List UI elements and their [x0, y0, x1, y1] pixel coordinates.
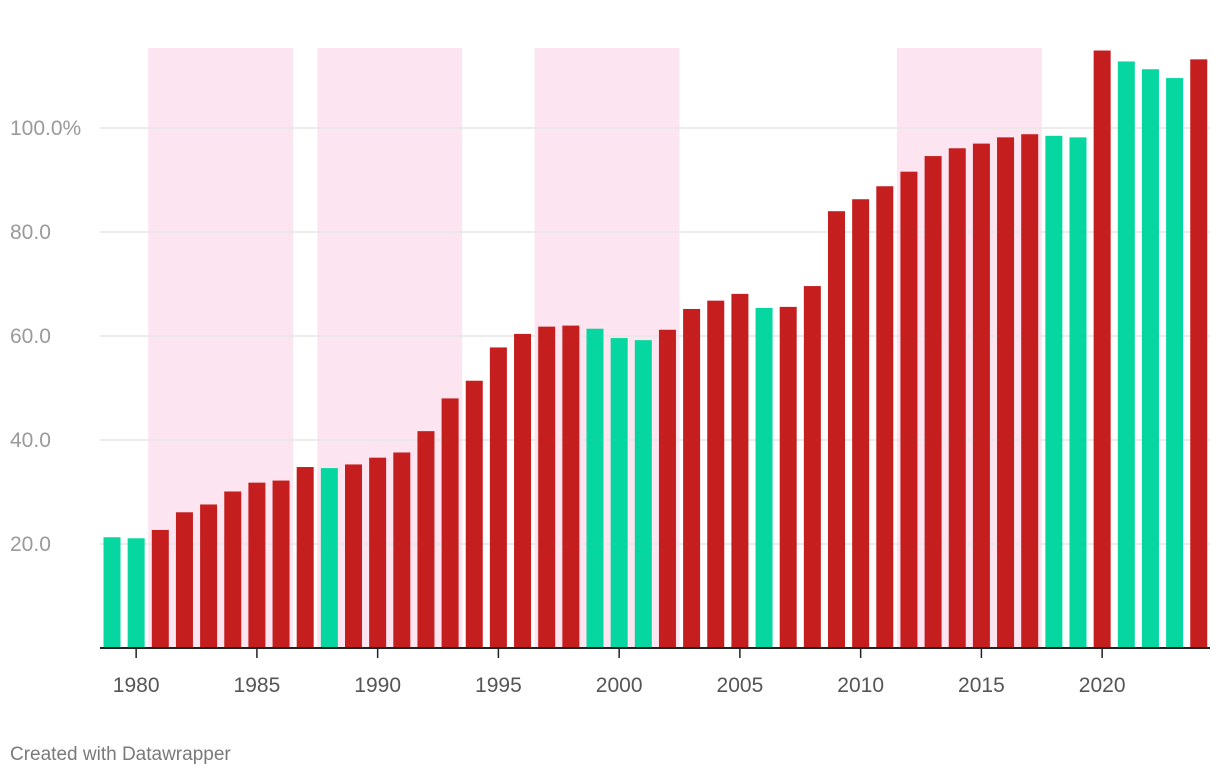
shaded-period-4	[896, 48, 1042, 648]
bar-1980	[127, 538, 145, 648]
bar-2005	[731, 293, 749, 648]
bar-1979	[103, 537, 121, 648]
bar-2016	[997, 137, 1015, 649]
bar-2009	[828, 211, 845, 648]
shaded-periods	[148, 48, 1042, 648]
bar-2008	[803, 286, 821, 648]
shaded-period-2	[317, 48, 463, 648]
bar-1992	[417, 431, 435, 648]
bar-1993	[441, 398, 459, 648]
bar-1995	[489, 347, 507, 648]
y-tick-label: 60.0	[10, 325, 51, 348]
bar-2024	[1190, 59, 1208, 649]
x-axis-ticks: 1980 1985 1990 1995 2000 2005 2010 2015 2020	[113, 648, 1126, 697]
x-tick-label: 2020	[1079, 674, 1126, 697]
bar-1981	[151, 529, 169, 648]
x-tick-label: 1985	[234, 674, 281, 697]
bar-2023	[1166, 78, 1184, 648]
bar-1996	[514, 333, 532, 648]
bar-1985	[248, 482, 266, 648]
y-tick-label: 100.0%	[10, 117, 81, 140]
bar-2010	[852, 199, 870, 649]
bar-2013	[924, 156, 942, 648]
bar-1998	[562, 325, 580, 648]
y-tick-label: 20.0	[10, 533, 51, 556]
bar-2020	[1093, 50, 1111, 648]
bar-2018	[1045, 135, 1063, 649]
bar-2002	[658, 329, 676, 648]
bar-1984	[224, 491, 242, 648]
bar-2012	[900, 171, 918, 648]
bars	[103, 50, 1208, 649]
bar-1991	[393, 452, 411, 648]
bar-2007	[779, 306, 797, 648]
bar-2022	[1141, 69, 1159, 649]
y-tick-label: 80.0	[10, 221, 51, 244]
x-tick-label: 1980	[113, 674, 160, 697]
x-tick-label: 1995	[475, 674, 522, 697]
x-tick-label: 2010	[837, 674, 884, 697]
bar-1982	[175, 512, 193, 648]
datawrapper-credit: Created with Datawrapper	[10, 744, 231, 765]
bar-2014	[948, 148, 966, 648]
shaded-period-3	[534, 48, 680, 648]
bar-2003	[683, 308, 701, 648]
bar-1987	[296, 467, 314, 648]
bar-2006	[755, 307, 773, 648]
bar-1983	[200, 504, 218, 648]
bar-1994	[465, 380, 483, 648]
bar-2011	[876, 186, 894, 649]
bar-1999	[586, 328, 604, 648]
bar-1990	[369, 457, 387, 648]
bar-1988	[320, 468, 338, 648]
bar-2001	[634, 340, 652, 648]
x-tick-label: 1990	[354, 674, 401, 697]
bar-2017	[1021, 134, 1039, 649]
x-tick-label: 2005	[717, 674, 764, 697]
bar-2015	[972, 143, 990, 648]
bar-2000	[610, 338, 628, 648]
bar-1986	[272, 480, 290, 648]
y-tick-label: 40.0	[10, 429, 51, 452]
bar-1997	[538, 326, 556, 648]
x-tick-label: 2000	[596, 674, 643, 697]
bar-2021	[1117, 61, 1135, 648]
y-axis-labels: 20.0 40.0 60.0 80.0 100.0%	[10, 117, 81, 556]
bar-2004	[707, 300, 725, 648]
shaded-period-1	[148, 48, 294, 648]
bar-2019	[1069, 137, 1087, 649]
x-tick-label: 2015	[958, 674, 1005, 697]
bar-1989	[345, 464, 362, 648]
